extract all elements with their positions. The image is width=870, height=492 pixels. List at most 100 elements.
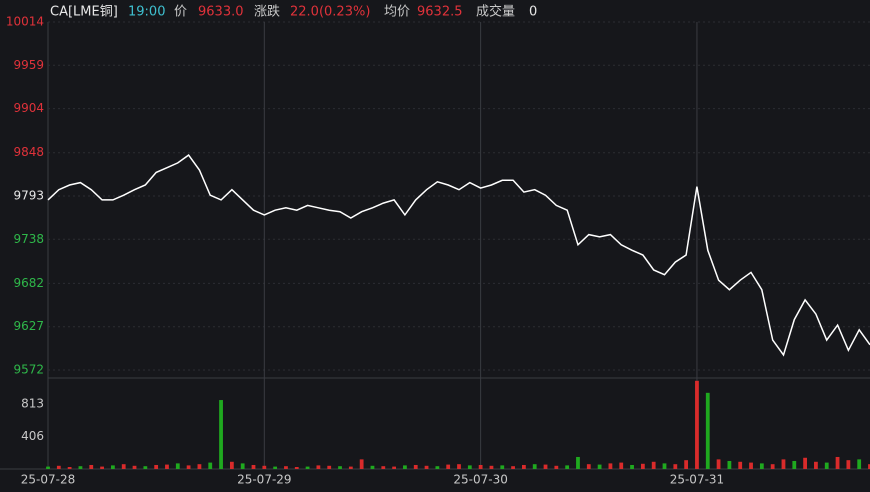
volume-bar — [111, 465, 115, 469]
volume-bar — [67, 466, 72, 469]
volume-bar — [392, 466, 396, 469]
volume-bar — [846, 460, 851, 469]
y-tick-label: 9682 — [13, 276, 44, 290]
volume-bar — [327, 465, 332, 469]
volume-bar — [284, 466, 288, 469]
y-tick-label: 9848 — [13, 145, 44, 159]
volume-bar — [749, 462, 753, 469]
price: 9633.0 — [198, 5, 244, 20]
volume-bar — [576, 456, 580, 469]
volume-bar — [857, 459, 862, 469]
volume-bar — [781, 459, 786, 469]
volume-bar — [305, 466, 310, 469]
avg-label: 均价 — [384, 5, 410, 20]
volume-bar — [727, 460, 732, 469]
volume-bar — [586, 464, 591, 469]
volume-bar — [532, 464, 537, 469]
y-tick-label: 406 — [21, 429, 44, 443]
volume-bar — [370, 465, 375, 469]
volume-bar — [359, 459, 364, 469]
volume-bar — [197, 464, 202, 469]
x-tick-label: 25-07-28 — [21, 473, 75, 487]
volume-bar — [619, 462, 624, 469]
volume-bar — [792, 460, 797, 469]
volume-bar — [186, 465, 191, 469]
y-tick-label: 10014 — [6, 15, 44, 29]
volume-bar — [121, 464, 126, 469]
x-tick-label: 25-07-29 — [237, 473, 291, 487]
volume-bar — [824, 462, 829, 469]
symbol: CA[LME铜] — [50, 5, 118, 20]
volume-bar — [554, 465, 559, 469]
volume-bar — [684, 460, 689, 469]
volume-bar — [381, 466, 386, 469]
volume-bar — [716, 459, 721, 469]
volume-bar — [511, 466, 515, 469]
x-tick-label: 25-07-31 — [670, 473, 724, 487]
volume-bar — [640, 463, 645, 469]
y-tick-label: 9738 — [13, 232, 44, 246]
change: 22.0(0.23%) — [290, 5, 370, 20]
y-tick-label: 9793 — [13, 189, 44, 203]
volume-bar — [348, 466, 353, 469]
volume-bar — [543, 464, 548, 469]
volume-bar — [175, 463, 180, 469]
volume-bar — [608, 463, 613, 469]
volume-bar — [262, 465, 267, 469]
volume-bar — [522, 464, 526, 469]
volume-bar — [56, 465, 61, 469]
volume-bar — [673, 464, 678, 469]
volume-bar — [143, 466, 148, 469]
x-tick-label: 25-07-30 — [453, 473, 507, 487]
volume-bar — [500, 465, 505, 469]
volume-bar — [229, 461, 234, 469]
volume-bar — [814, 461, 818, 469]
volume-bar — [630, 464, 634, 469]
volume-bar — [78, 466, 83, 469]
volume-bar — [316, 465, 321, 469]
y-tick-label: 9904 — [13, 101, 44, 115]
y-tick-label: 9959 — [13, 58, 44, 72]
volume-bar — [403, 465, 407, 469]
volume-bar — [759, 463, 764, 469]
volume-bar — [240, 463, 245, 469]
volume: 0 — [529, 5, 537, 20]
volume-bar — [565, 465, 570, 469]
volume-bar — [46, 466, 50, 469]
avg: 9632.5 — [417, 5, 463, 20]
volume-bar — [338, 466, 342, 469]
volume-bar — [457, 464, 461, 469]
volume-bar — [89, 464, 94, 469]
volume-bar — [294, 466, 299, 469]
volume-bar — [597, 464, 602, 469]
volume-bar — [251, 464, 256, 469]
change-label: 涨跌 — [254, 4, 280, 20]
volume-bar — [132, 465, 137, 469]
time: 19:00 — [128, 5, 165, 20]
volume-bar — [651, 461, 656, 469]
volume-bar — [467, 465, 472, 469]
y-tick-label: 9572 — [13, 363, 44, 377]
volume-bar — [219, 400, 223, 469]
volume-label: 成交量 — [476, 4, 515, 20]
volume-bar — [868, 464, 870, 469]
volume-bar — [100, 466, 104, 469]
volume-bar — [695, 380, 699, 469]
volume-bar — [435, 466, 440, 469]
volume-bar — [424, 465, 429, 469]
volume-bar — [662, 463, 667, 469]
y-tick-label: 813 — [21, 396, 44, 410]
volume-bar — [705, 392, 710, 469]
price-label: 价 — [174, 5, 187, 20]
volume-bar — [738, 461, 743, 469]
volume-bar — [803, 457, 807, 469]
volume-bar — [489, 465, 494, 469]
volume-bar — [165, 464, 169, 469]
volume-bar — [154, 464, 159, 469]
volume-bar — [478, 464, 483, 469]
volume-bar — [446, 464, 451, 469]
price-line — [47, 154, 870, 357]
volume-bar — [770, 464, 775, 469]
